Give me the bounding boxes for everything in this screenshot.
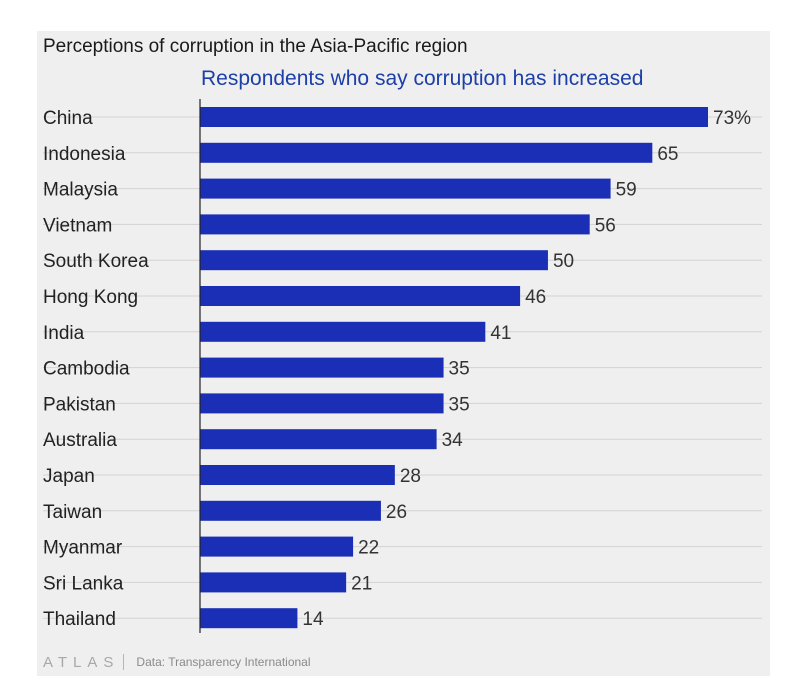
data-label: 21 xyxy=(351,573,372,594)
footer-divider xyxy=(123,654,125,670)
brand-logo: ATLAS xyxy=(43,653,120,671)
bar xyxy=(200,536,354,557)
bar xyxy=(200,142,653,163)
category-label: Thailand xyxy=(43,609,116,630)
category-label: Cambodia xyxy=(43,359,130,380)
data-label: 34 xyxy=(442,430,464,451)
category-label: Taiwan xyxy=(43,502,102,523)
category-label: Myanmar xyxy=(43,538,123,559)
data-label: 65 xyxy=(657,144,678,165)
data-label: 46 xyxy=(525,287,546,308)
category-label: Vietnam xyxy=(43,215,112,236)
category-label: India xyxy=(43,323,85,344)
category-label: South Korea xyxy=(43,251,149,272)
category-label: Malaysia xyxy=(43,180,118,201)
footer: ATLAS Data: Transparency International xyxy=(43,652,311,672)
source-note: Data: Transparency International xyxy=(136,655,311,669)
bar xyxy=(200,357,444,378)
bar xyxy=(200,107,708,127)
data-label: 35 xyxy=(449,359,470,380)
bar xyxy=(200,321,486,342)
data-label: 14 xyxy=(302,609,324,630)
data-label: 26 xyxy=(386,502,407,523)
category-label: China xyxy=(43,108,93,129)
chart-title: Perceptions of corruption in the Asia-Pa… xyxy=(43,36,468,57)
bar xyxy=(200,572,347,593)
chart-card xyxy=(37,31,770,676)
bar xyxy=(200,465,395,485)
bars xyxy=(200,107,708,629)
bar xyxy=(200,393,444,414)
category-label: Pakistan xyxy=(43,394,116,415)
category-label: Hong Kong xyxy=(43,287,138,308)
bar xyxy=(200,250,548,271)
data-label: 22 xyxy=(358,538,379,559)
category-label: Indonesia xyxy=(43,144,126,165)
bar xyxy=(200,608,298,629)
category-label: Sri Lanka xyxy=(43,573,124,594)
data-label: 73% xyxy=(713,108,751,129)
data-label: 59 xyxy=(616,180,637,201)
bar xyxy=(200,286,521,306)
chart-subtitle: Respondents who say corruption has incre… xyxy=(201,67,644,90)
bar xyxy=(200,178,611,199)
category-label: Japan xyxy=(43,466,95,487)
data-label: 41 xyxy=(490,323,511,344)
data-label: 35 xyxy=(449,394,470,415)
data-label: 50 xyxy=(553,251,574,272)
bar xyxy=(200,214,590,235)
bar xyxy=(200,429,437,450)
data-label: 56 xyxy=(595,215,616,236)
bar xyxy=(200,500,381,521)
category-labels: China Indonesia Malaysia Vietnam South Korea… xyxy=(43,108,149,630)
data-label: 28 xyxy=(400,466,421,487)
category-label: Australia xyxy=(43,430,117,451)
